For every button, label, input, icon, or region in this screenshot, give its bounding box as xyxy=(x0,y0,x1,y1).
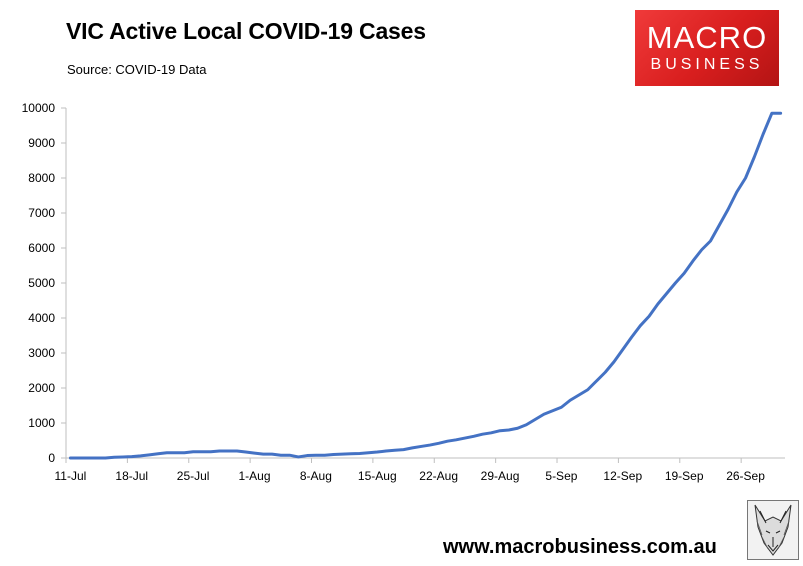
y-tick-label: 5000 xyxy=(28,276,55,290)
macrobusiness-logo: MACRO BUSINESS xyxy=(635,10,779,86)
y-tick-label: 7000 xyxy=(28,206,55,220)
y-tick-label: 8000 xyxy=(28,171,55,185)
y-tick-label: 3000 xyxy=(28,346,55,360)
y-tick-label: 1000 xyxy=(28,416,55,430)
x-tick-label: 29-Aug xyxy=(481,469,520,483)
y-tick-label: 9000 xyxy=(28,136,55,150)
x-tick-label: 11-Jul xyxy=(54,469,86,483)
logo-line-1: MACRO xyxy=(646,20,768,55)
y-tick-label: 10000 xyxy=(22,101,56,115)
fox-sketch-icon xyxy=(747,500,799,560)
x-tick-label: 22-Aug xyxy=(419,469,458,483)
x-tick-label: 26-Sep xyxy=(726,469,765,483)
website-url: www.macrobusiness.com.au xyxy=(443,536,717,558)
x-tick-label: 18-Jul xyxy=(115,469,148,483)
x-tick-label: 8-Aug xyxy=(300,469,332,483)
x-tick-label: 25-Jul xyxy=(177,469,210,483)
y-tick-label: 4000 xyxy=(28,311,55,325)
x-tick-label: 1-Aug xyxy=(239,469,271,483)
chart-source: Source: COVID-19 Data xyxy=(67,62,207,77)
chart-title: VIC Active Local COVID-19 Cases xyxy=(66,18,426,44)
x-tick-label: 19-Sep xyxy=(665,469,704,483)
y-tick-label: 0 xyxy=(48,451,55,465)
logo-line-2: BUSINESS xyxy=(650,56,764,73)
y-tick-label: 2000 xyxy=(28,381,55,395)
x-tick-label: 15-Aug xyxy=(358,469,397,483)
x-tick-label: 12-Sep xyxy=(603,469,642,483)
x-tick-label: 5-Sep xyxy=(545,469,577,483)
y-tick-label: 6000 xyxy=(28,241,55,255)
series-line-active-cases xyxy=(68,111,783,460)
